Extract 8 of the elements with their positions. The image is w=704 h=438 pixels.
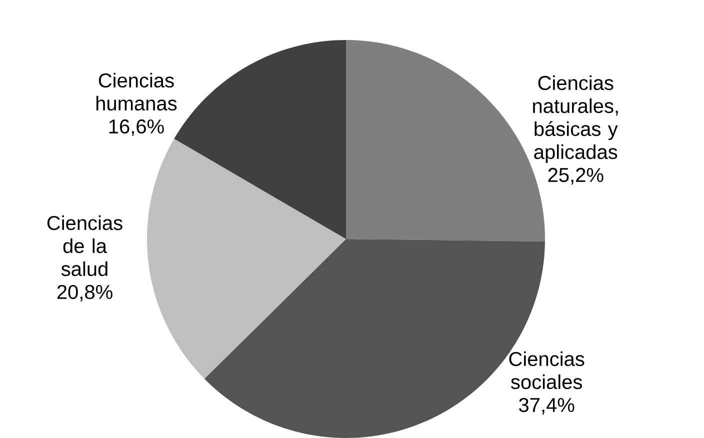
data-label: 37,4%: [519, 398, 574, 414]
slice-label: Ciencias naturales, básicas y aplicadas: [533, 75, 618, 164]
slice-label: Ciencias humanas: [96, 72, 177, 111]
data-label: 25,2%: [548, 168, 604, 184]
slice-label: Ciencias de la salud: [47, 215, 122, 276]
data-label: 20,8%: [57, 284, 112, 302]
data-label: 16,6%: [109, 119, 164, 136]
slice-label: Ciencias sociales: [509, 351, 584, 390]
